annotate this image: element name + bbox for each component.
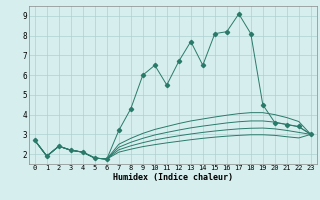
X-axis label: Humidex (Indice chaleur): Humidex (Indice chaleur) [113,173,233,182]
